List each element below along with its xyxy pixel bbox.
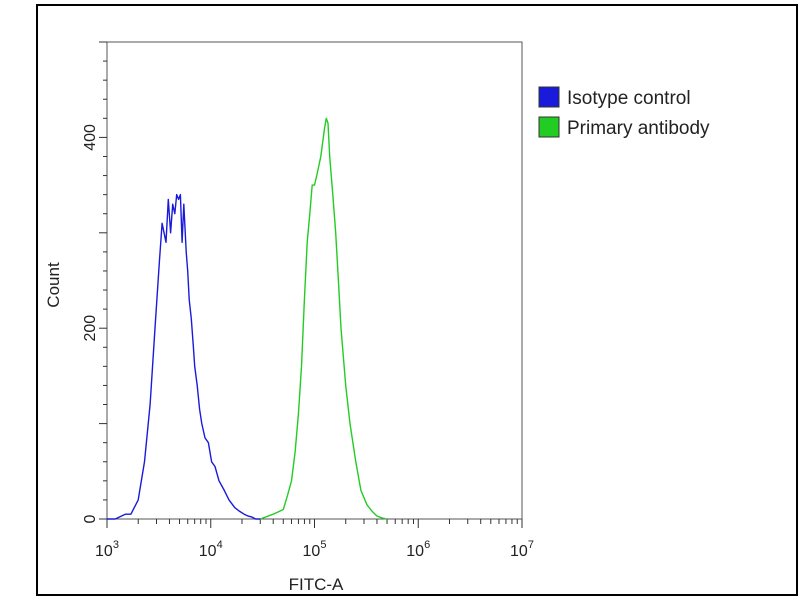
- y-axis: 0 200 400: [82, 41, 107, 523]
- y-tick-label: 200: [82, 315, 99, 342]
- x-tick-label: 107: [510, 539, 534, 560]
- legend-label-primary: Primary antibody: [567, 118, 710, 139]
- x-tick-label: 104: [199, 539, 223, 560]
- x-tick-label: 106: [406, 539, 430, 560]
- legend-swatch-isotype: [538, 86, 560, 108]
- y-tick-label: 0: [82, 514, 99, 523]
- plot-area: [106, 41, 523, 520]
- x-tick-label: 105: [303, 539, 327, 560]
- y-axis-title: Count: [44, 262, 63, 308]
- legend-label-isotype: Isotype control: [567, 88, 691, 109]
- series-isotype-control: [107, 193, 261, 520]
- y-tick-label: 400: [82, 124, 99, 151]
- legend-swatch-primary: [538, 116, 560, 138]
- series-layer: [107, 117, 388, 520]
- legend: Isotype control Primary antibody: [538, 86, 710, 139]
- series-primary-antibody: [260, 117, 388, 520]
- x-tick-label: 103: [95, 539, 119, 560]
- outer-border: [36, 4, 798, 596]
- x-axis: 103 104 105 106 107: [95, 519, 534, 560]
- x-axis-title: FITC-A: [289, 575, 344, 594]
